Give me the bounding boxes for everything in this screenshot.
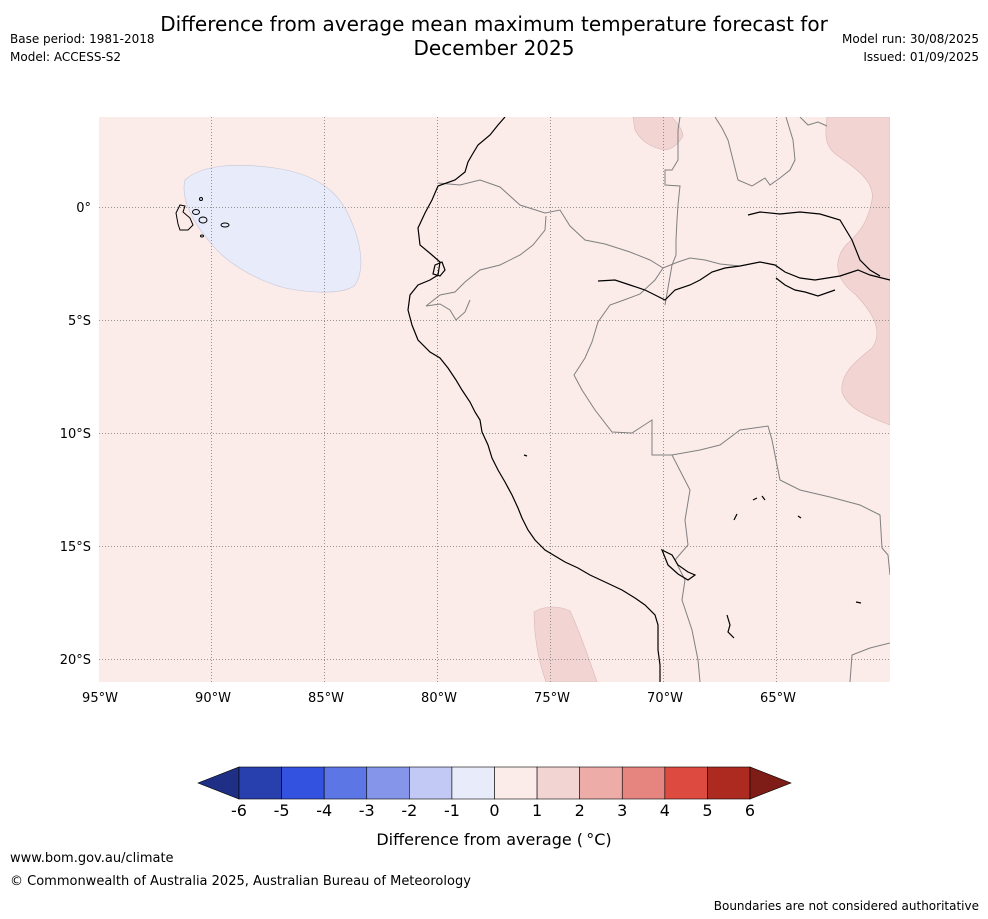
- colorbar-ticks: -6 -5 -4 -3 -2 -1 0 1 2 3 4 5 6: [231, 801, 755, 820]
- colorbar-segment: [323, 766, 368, 800]
- colorbar-tick-label: 2: [575, 801, 585, 820]
- warm-anomaly-region-north: [632, 117, 684, 151]
- colorbar-segment: [451, 766, 495, 800]
- footer-url: www.bom.gov.au/climate: [10, 851, 174, 866]
- colorbar-tick-label: 6: [745, 801, 755, 820]
- lon-label: 95°W: [82, 691, 118, 706]
- coastlines: [407, 117, 890, 682]
- colorbar-tick-label: 0: [489, 801, 499, 820]
- galapagos-islands: [175, 197, 230, 238]
- lat-label: 0°: [76, 201, 91, 216]
- colorbar-tick-label: 4: [660, 801, 670, 820]
- colorbar: [197, 766, 792, 800]
- title-line-1: Difference from average mean maximum tem…: [160, 12, 828, 36]
- meta-left: Base period: 1981-2018 Model: ACCESS-S2: [10, 30, 155, 66]
- cool-anomaly-region: [183, 165, 362, 293]
- colorbar-segment: [494, 766, 538, 800]
- colorbar-tick-label: 3: [617, 801, 627, 820]
- footer-copyright: © Commonwealth of Australia 2025, Austra…: [10, 874, 471, 889]
- colorbar-tick-label: -3: [359, 801, 375, 820]
- colorbar-arrow-low: [197, 766, 240, 800]
- chart-title: Difference from average mean maximum tem…: [0, 12, 988, 60]
- lon-label: 80°W: [421, 691, 457, 706]
- colorbar-segment: [238, 766, 282, 800]
- warm-anomaly-region-chile: [533, 606, 598, 682]
- colorbar-tick-label: -4: [316, 801, 332, 820]
- colorbar-tick-label: -1: [444, 801, 460, 820]
- title-line-2: December 2025: [413, 36, 575, 60]
- lon-label: 75°W: [534, 691, 570, 706]
- colorbar-segment: [621, 766, 666, 800]
- colorbar-segment: [366, 766, 410, 800]
- lon-label: 65°W: [760, 691, 796, 706]
- lon-label: 85°W: [308, 691, 344, 706]
- base-period: Base period: 1981-2018: [10, 32, 155, 46]
- colorbar-label: Difference from average ( °C): [376, 830, 611, 849]
- colorbar-tick-label: 5: [702, 801, 712, 820]
- lat-label: 10°S: [60, 427, 91, 442]
- lat-label: 5°S: [68, 314, 91, 329]
- colorbar-tick-label: -6: [231, 801, 247, 820]
- lat-label: 20°S: [60, 653, 91, 668]
- national-borders: [425, 117, 890, 682]
- colorbar-segment: [707, 766, 751, 800]
- colorbar-segment: [664, 766, 708, 800]
- lon-label: 70°W: [647, 691, 683, 706]
- colorbar-tick-label: -2: [401, 801, 417, 820]
- gridlines: [99, 117, 890, 682]
- lat-label: 15°S: [60, 540, 91, 555]
- warm-anomaly-region-brazil: [825, 117, 890, 426]
- model-name: Model: ACCESS-S2: [10, 50, 122, 64]
- colorbar-tick-label: -5: [274, 801, 290, 820]
- footer-note: Boundaries are not considered authoritat…: [713, 899, 979, 913]
- colorbar-segment: [536, 766, 580, 800]
- colorbar-segment: [409, 766, 453, 800]
- colorbar-segment: [579, 766, 623, 800]
- issued-date: Issued: 01/09/2025: [863, 50, 979, 64]
- colorbar-tick-label: 1: [532, 801, 542, 820]
- model-run: Model run: 30/08/2025: [841, 32, 979, 46]
- colorbar-segment: [281, 766, 325, 800]
- meta-right: Model run: 30/08/2025 Issued: 01/09/2025: [842, 30, 979, 66]
- lon-label: 90°W: [195, 691, 231, 706]
- colorbar-arrow-high: [749, 766, 792, 800]
